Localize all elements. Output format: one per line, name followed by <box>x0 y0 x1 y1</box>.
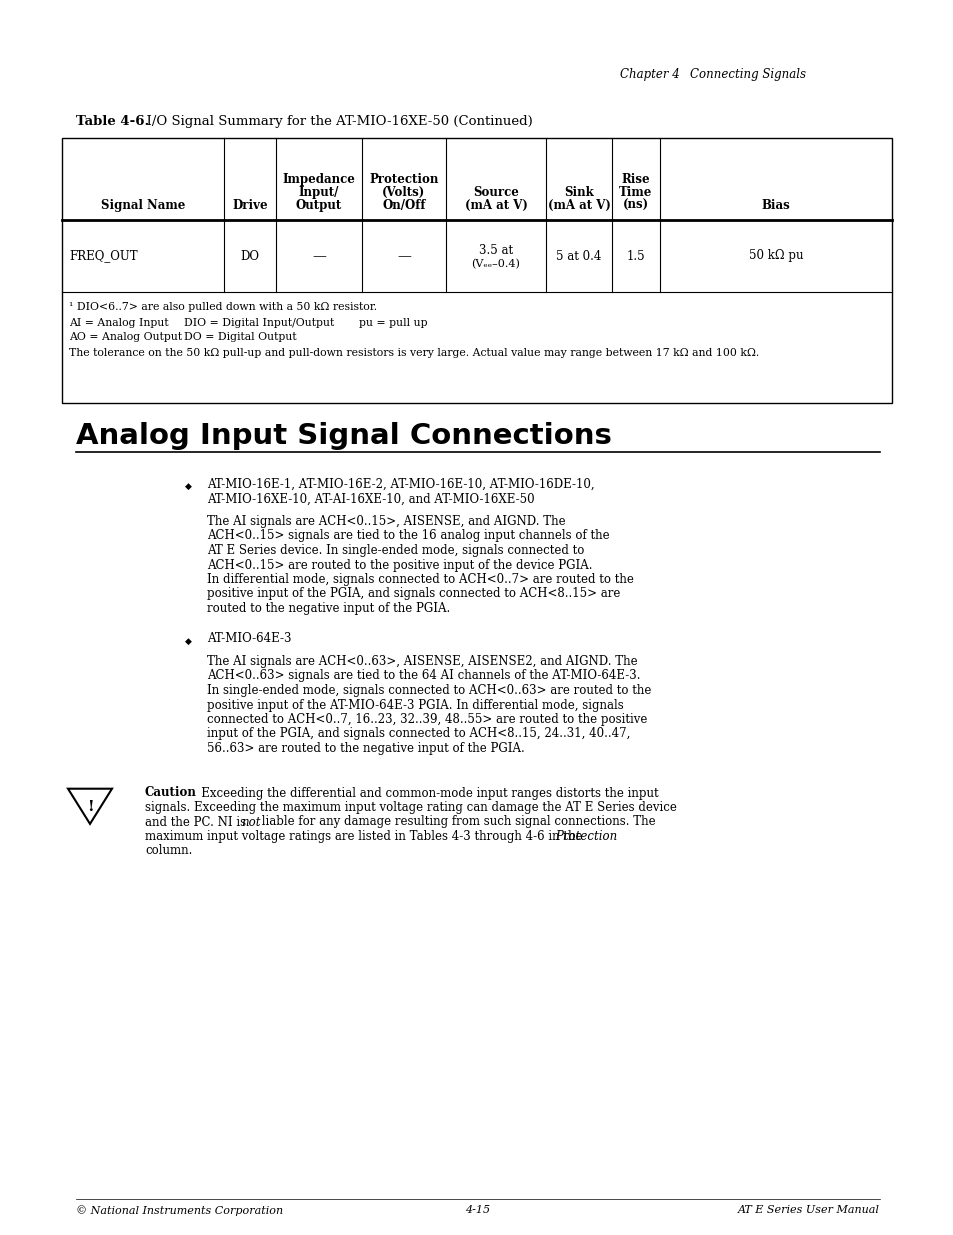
Text: Rise: Rise <box>621 173 650 186</box>
Text: Time: Time <box>618 186 652 199</box>
Text: (Volts): (Volts) <box>382 186 425 199</box>
Text: connected to ACH<0..7, 16..23, 32..39, 48..55> are routed to the positive: connected to ACH<0..7, 16..23, 32..39, 4… <box>207 713 647 726</box>
Text: input of the PGIA, and signals connected to ACH<8..15, 24..31, 40..47,: input of the PGIA, and signals connected… <box>207 727 630 741</box>
Text: (Vₑₑ–0.4): (Vₑₑ–0.4) <box>471 259 520 269</box>
Text: 1.5: 1.5 <box>626 249 644 263</box>
Text: I/O Signal Summary for the AT-MIO-16XE-50 (Continued): I/O Signal Summary for the AT-MIO-16XE-5… <box>138 115 532 128</box>
Text: —: — <box>396 249 411 263</box>
Text: 3.5 at: 3.5 at <box>478 245 513 258</box>
Text: AT E Series User Manual: AT E Series User Manual <box>738 1205 879 1215</box>
Text: maximum input voltage ratings are listed in Tables 4-3 through 4-6 in the: maximum input voltage ratings are listed… <box>145 830 586 844</box>
Text: Drive: Drive <box>232 199 268 212</box>
Text: AT-MIO-16XE-10, AT-AI-16XE-10, and AT-MIO-16XE-50: AT-MIO-16XE-10, AT-AI-16XE-10, and AT-MI… <box>207 493 534 505</box>
Text: © National Instruments Corporation: © National Instruments Corporation <box>76 1205 283 1215</box>
Text: Bias: Bias <box>760 199 789 212</box>
Text: !: ! <box>87 800 93 814</box>
Text: Sink: Sink <box>563 186 594 199</box>
Text: Signal Name: Signal Name <box>101 199 185 212</box>
Bar <box>62 138 891 403</box>
Text: (mA at V): (mA at V) <box>464 199 527 212</box>
Text: The AI signals are ACH<0..63>, AISENSE, AISENSE2, and AIGND. The: The AI signals are ACH<0..63>, AISENSE, … <box>207 655 637 668</box>
Text: AT-MIO-16E-1, AT-MIO-16E-2, AT-MIO-16E-10, AT-MIO-16DE-10,: AT-MIO-16E-1, AT-MIO-16E-2, AT-MIO-16E-1… <box>207 478 594 492</box>
Text: not: not <box>241 815 260 829</box>
Text: column.: column. <box>145 845 193 857</box>
Text: AO = Analog Output: AO = Analog Output <box>69 332 182 342</box>
Text: ¹ DIO<6..7> are also pulled down with a 50 kΩ resistor.: ¹ DIO<6..7> are also pulled down with a … <box>69 303 376 312</box>
Text: Protection: Protection <box>369 173 438 186</box>
Text: The AI signals are ACH<0..15>, AISENSE, and AIGND. The: The AI signals are ACH<0..15>, AISENSE, … <box>207 515 565 529</box>
Text: Output: Output <box>295 199 342 212</box>
Text: (mA at V): (mA at V) <box>547 199 610 212</box>
Text: AT E Series device. In single-ended mode, signals connected to: AT E Series device. In single-ended mode… <box>207 543 584 557</box>
Text: AI = Analog Input: AI = Analog Input <box>69 317 169 329</box>
Text: 50 kΩ pu: 50 kΩ pu <box>748 249 802 263</box>
Text: positive input of the PGIA, and signals connected to ACH<8..15> are: positive input of the PGIA, and signals … <box>207 588 619 600</box>
Text: The tolerance on the 50 kΩ pull-up and pull-down resistors is very large. Actual: The tolerance on the 50 kΩ pull-up and p… <box>69 348 759 358</box>
Text: signals. Exceeding the maximum input voltage rating can damage the AT E Series d: signals. Exceeding the maximum input vol… <box>145 802 677 814</box>
Text: DO = Digital Output: DO = Digital Output <box>184 332 296 342</box>
Text: Connecting Signals: Connecting Signals <box>689 68 805 82</box>
Text: 5 at 0.4: 5 at 0.4 <box>556 249 601 263</box>
Text: Table 4-6.: Table 4-6. <box>76 115 149 128</box>
Text: Exceeding the differential and common-mode input ranges distorts the input: Exceeding the differential and common-mo… <box>190 787 658 799</box>
Text: Chapter 4: Chapter 4 <box>619 68 679 82</box>
Text: and the PC. NI is: and the PC. NI is <box>145 815 250 829</box>
Text: In differential mode, signals connected to ACH<0..7> are routed to the: In differential mode, signals connected … <box>207 573 633 585</box>
Text: ◆: ◆ <box>184 636 192 646</box>
Text: positive input of the AT-MIO-64E-3 PGIA. In differential mode, signals: positive input of the AT-MIO-64E-3 PGIA.… <box>207 699 623 711</box>
Text: —: — <box>312 249 326 263</box>
Text: Analog Input Signal Connections: Analog Input Signal Connections <box>76 422 611 450</box>
Text: In single-ended mode, signals connected to ACH<0..63> are routed to the: In single-ended mode, signals connected … <box>207 684 651 697</box>
Text: Input/: Input/ <box>298 186 339 199</box>
Text: Source: Source <box>473 186 518 199</box>
Text: routed to the negative input of the PGIA.: routed to the negative input of the PGIA… <box>207 601 450 615</box>
Text: DIO = Digital Input/Output: DIO = Digital Input/Output <box>184 317 334 329</box>
Text: DO: DO <box>240 249 259 263</box>
Text: FREQ_OUT: FREQ_OUT <box>69 249 137 263</box>
Text: pu = pull up: pu = pull up <box>358 317 427 329</box>
Text: ACH<0..15> are routed to the positive input of the device PGIA.: ACH<0..15> are routed to the positive in… <box>207 558 592 572</box>
Text: Caution: Caution <box>145 787 196 799</box>
Text: AT-MIO-64E-3: AT-MIO-64E-3 <box>207 632 292 646</box>
Text: Protection: Protection <box>555 830 617 844</box>
Text: ◆: ◆ <box>184 482 192 492</box>
Text: 4-15: 4-15 <box>465 1205 490 1215</box>
Text: liable for any damage resulting from such signal connections. The: liable for any damage resulting from suc… <box>257 815 655 829</box>
Text: 56..63> are routed to the negative input of the PGIA.: 56..63> are routed to the negative input… <box>207 742 524 755</box>
Text: (ns): (ns) <box>622 199 648 212</box>
Text: On/Off: On/Off <box>382 199 425 212</box>
Text: ACH<0..63> signals are tied to the 64 AI channels of the AT-MIO-64E-3.: ACH<0..63> signals are tied to the 64 AI… <box>207 669 639 683</box>
Text: Impedance: Impedance <box>282 173 355 186</box>
Text: ACH<0..15> signals are tied to the 16 analog input channels of the: ACH<0..15> signals are tied to the 16 an… <box>207 530 609 542</box>
